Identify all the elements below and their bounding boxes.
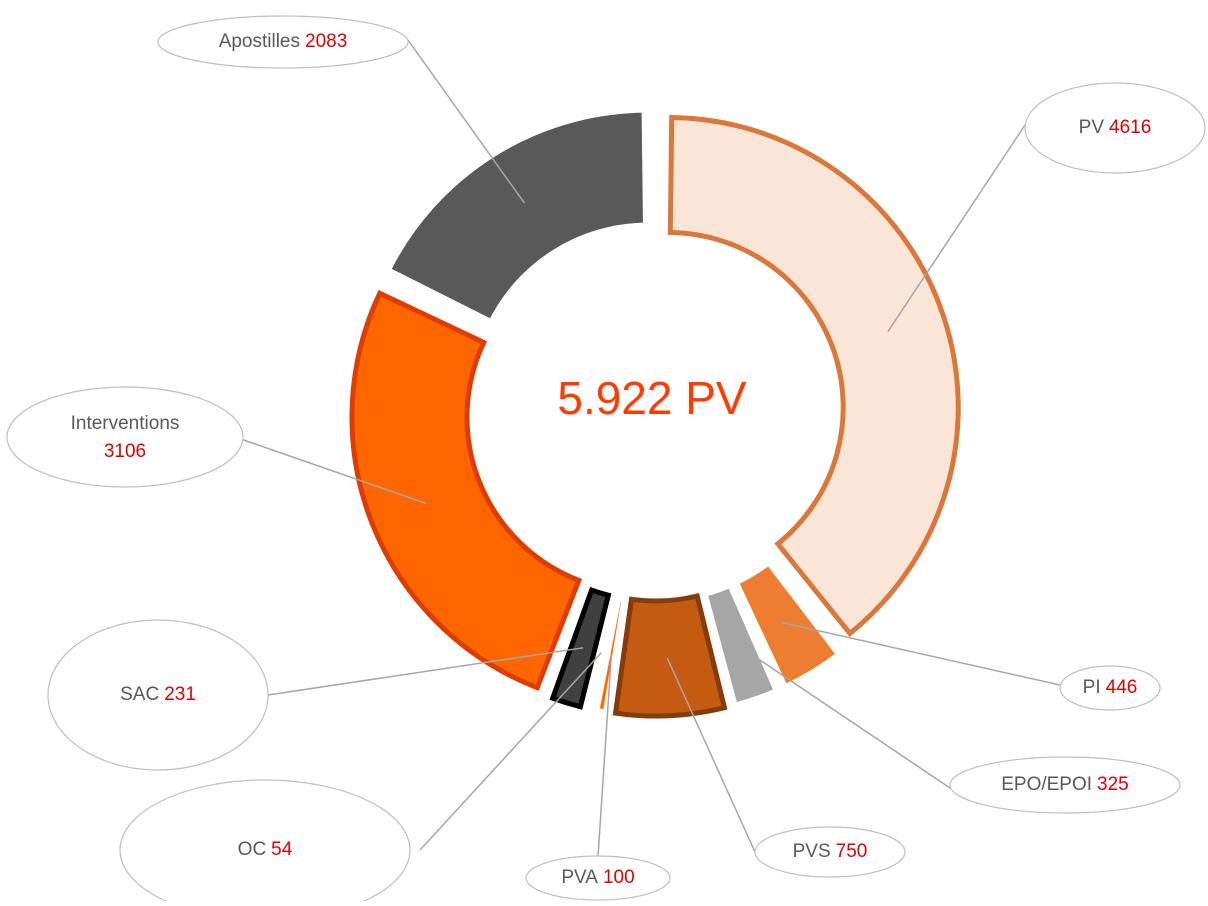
label: SAC 231 bbox=[120, 684, 196, 705]
label: PVS 750 bbox=[793, 841, 868, 862]
donut-segment bbox=[349, 290, 583, 691]
label-name: SAC bbox=[120, 684, 159, 705]
leader-line bbox=[407, 39, 525, 204]
label: PV 4616 bbox=[1079, 117, 1152, 138]
donut-segment bbox=[594, 594, 627, 715]
labels: PV 4616 PI 446 EPO/EPOI 325 PVS 750 PVA 100 OC 54 SA… bbox=[6, 15, 1206, 906]
label-name: Apostilles bbox=[219, 31, 300, 52]
leader-line bbox=[234, 436, 427, 505]
leader-line bbox=[267, 647, 584, 696]
label-value: 3106 bbox=[104, 441, 146, 462]
label-name: Interventions bbox=[71, 413, 180, 434]
label-value: 325 bbox=[1097, 774, 1129, 795]
label: Apostilles 2083 bbox=[219, 31, 348, 52]
label-bubble bbox=[6, 386, 244, 488]
label-name: PVA bbox=[561, 867, 598, 888]
donut bbox=[349, 107, 961, 719]
label-value: 2083 bbox=[305, 31, 347, 52]
label-bubble bbox=[949, 756, 1181, 814]
label-value: 4616 bbox=[1109, 117, 1151, 138]
label-value: 750 bbox=[836, 841, 868, 862]
leader-line bbox=[782, 622, 1061, 686]
label-value: 100 bbox=[603, 867, 635, 888]
donut-segment bbox=[702, 582, 780, 709]
label-name: EPO/EPOI bbox=[1001, 774, 1092, 795]
donut-segment bbox=[667, 114, 961, 637]
leader-line bbox=[887, 124, 1026, 332]
donut-segment bbox=[385, 107, 649, 325]
leader-line bbox=[597, 654, 613, 857]
label-value: 54 bbox=[271, 839, 293, 860]
label-bubble bbox=[47, 619, 269, 771]
label-bubble bbox=[754, 826, 906, 878]
label-bubble bbox=[1059, 665, 1161, 711]
label-value: 231 bbox=[164, 684, 196, 705]
label-bubble bbox=[157, 15, 409, 69]
label-name: OC bbox=[238, 839, 267, 860]
label: PI 446 bbox=[1083, 677, 1138, 698]
leader-line bbox=[666, 657, 756, 853]
label-bubble bbox=[119, 779, 411, 906]
leader-line bbox=[419, 652, 602, 851]
donut-segment bbox=[733, 559, 842, 690]
label-value: 446 bbox=[1106, 677, 1138, 698]
label-name: PVS bbox=[793, 841, 831, 862]
label-bubble bbox=[1024, 82, 1206, 174]
label: PVA 100 bbox=[561, 867, 634, 888]
label-name: PI bbox=[1083, 677, 1101, 698]
center-text: 5.922 PV bbox=[557, 372, 747, 424]
leader-line bbox=[736, 643, 951, 789]
label: OC 54 bbox=[238, 839, 293, 860]
donut-segment bbox=[612, 592, 728, 719]
label-name: PV bbox=[1079, 117, 1105, 138]
label: EPO/EPOI 325 bbox=[1001, 774, 1129, 795]
label-bubble bbox=[525, 855, 671, 901]
